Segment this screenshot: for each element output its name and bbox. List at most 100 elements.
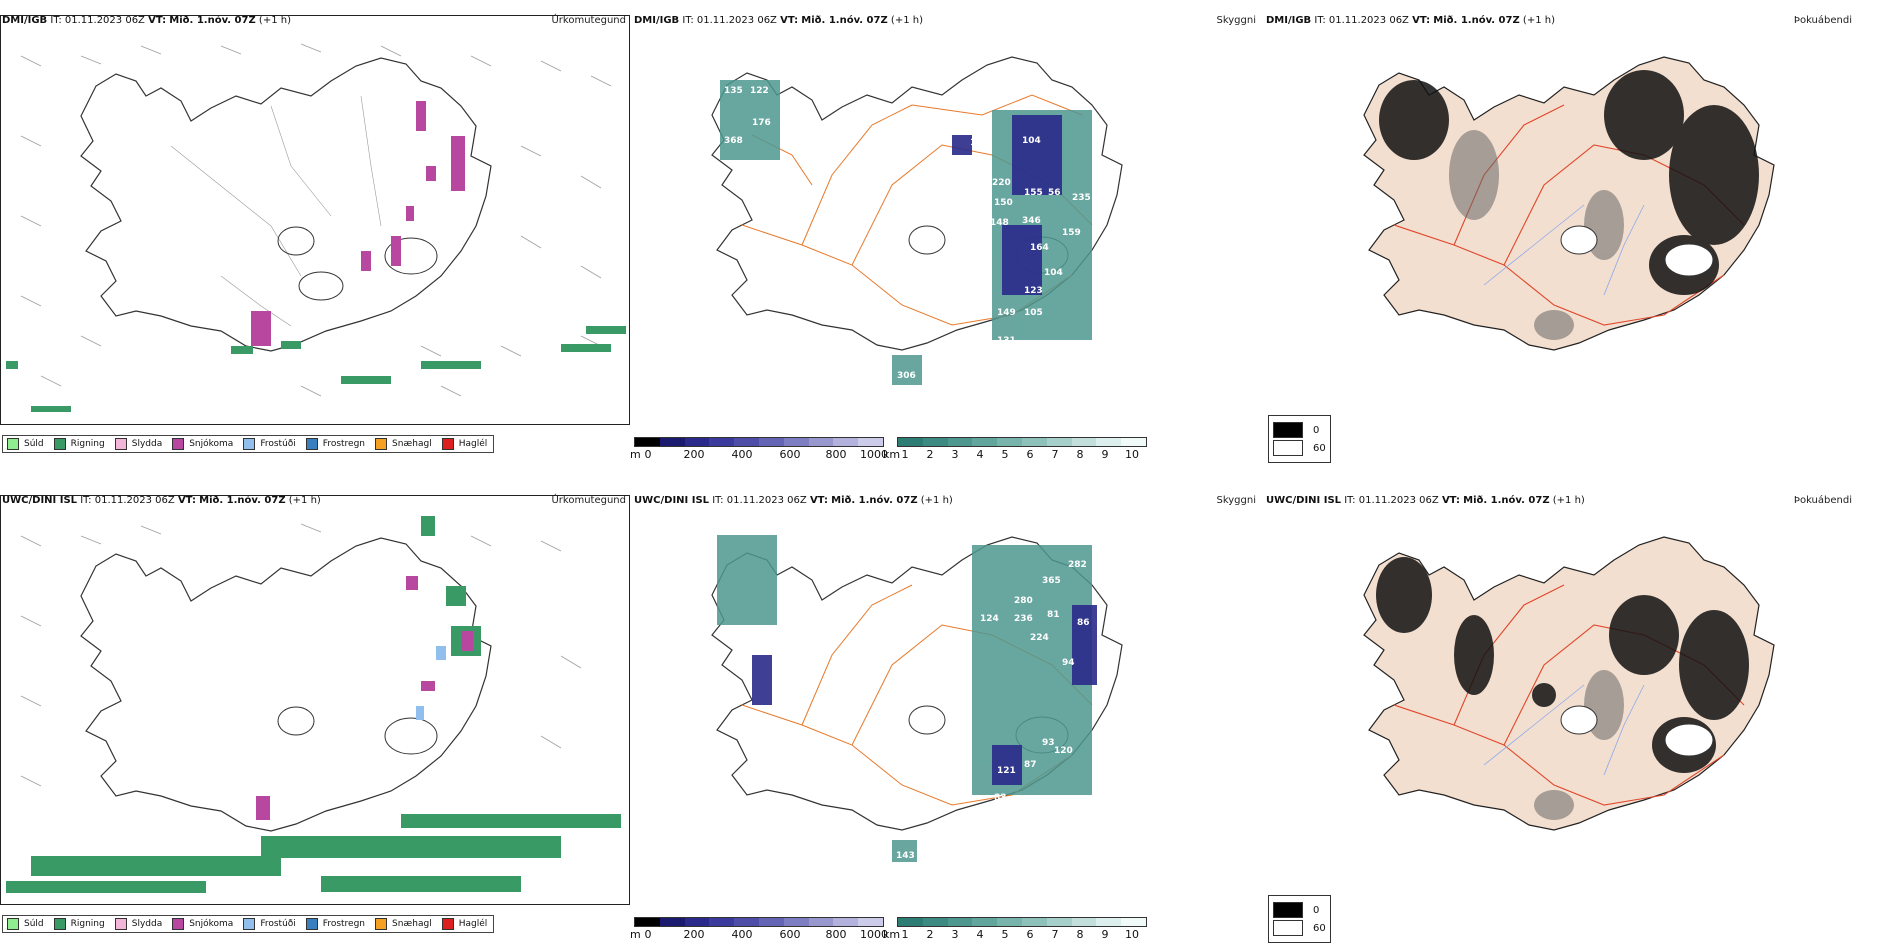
ceiling-label: 280	[1014, 596, 1033, 606]
colorbar-unit: m	[630, 928, 641, 941]
panel-header: DMI/IGB IT: 01.11.2023 06Z VT: Mið. 1.nó…	[1266, 15, 1555, 26]
fog-swatch	[1273, 422, 1303, 438]
legend-item: Frostregn	[302, 436, 371, 452]
panel-header: UWC/DINI ISL IT: 01.11.2023 06Z VT: Mið.…	[634, 495, 953, 506]
colorbar-tick: 600	[779, 448, 801, 461]
colorbar-tick: 400	[731, 928, 753, 941]
ceiling-label: 282	[1068, 560, 1087, 570]
ceiling-map[interactable]: 282 365 280 236 81 86 124 224 94 28 121 …	[632, 495, 1262, 905]
precip-title: Úrkomutegund	[551, 495, 626, 506]
legend-item: Slydda	[111, 916, 168, 932]
colorbar-tick: 8	[1076, 448, 1084, 461]
colorbar-tick: 2	[926, 448, 934, 461]
legend-item: Frostregn	[302, 916, 371, 932]
legend-item: Frostúði	[239, 916, 301, 932]
legend-swatch	[172, 438, 185, 450]
colorbar-tick: 10	[1125, 448, 1139, 461]
ceiling-label: 176	[752, 118, 771, 128]
fog-title: Þokuábendi	[1793, 15, 1852, 26]
ceiling-label: 149	[997, 308, 1016, 318]
colorbar-tick: 0	[644, 448, 652, 461]
ceiling-label: 122	[750, 86, 769, 96]
ceiling-label: 236	[1014, 614, 1033, 624]
legend-item: Snæhagl	[371, 436, 438, 452]
colorbar-km: km 1 2 3 4 5 6 7 8 9 10	[883, 917, 1147, 941]
panel-header: UWC/DINI ISL IT: 01.11.2023 06Z VT: Mið.…	[2, 495, 321, 506]
legend-swatch	[243, 438, 256, 450]
colorbar-km: km 1 2 3 4 5 6 7 8 9 10	[883, 437, 1147, 461]
fog-map[interactable]	[1264, 15, 1894, 425]
colorbar-tick: 5	[1001, 928, 1009, 941]
precip-map[interactable]	[0, 15, 630, 425]
colorbar-tick: 1	[901, 448, 909, 461]
colorbar-tick: 4	[976, 448, 984, 461]
ceiling-label: 104	[1044, 268, 1063, 278]
ceiling-title: Skyggni	[1216, 495, 1256, 506]
ceiling-label: 93	[1042, 738, 1055, 748]
ceiling-label: 164	[1030, 243, 1049, 253]
ceiling-label: 105	[1024, 308, 1043, 318]
legend-swatch	[114, 438, 127, 450]
colorbar-tick: 2	[926, 928, 934, 941]
ceiling-map[interactable]: 135 122 176 368 150 88 178 104 220 150 1…	[632, 15, 1262, 425]
panel-header: DMI/IGB IT: 01.11.2023 06Z VT: Mið. 1.nó…	[2, 15, 291, 26]
ceiling-panel-bottom: UWC/DINI ISL IT: 01.11.2023 06Z VT: Mið.…	[630, 495, 1262, 941]
ceiling-label: 94	[1062, 658, 1075, 668]
ceiling-label: 86	[1077, 618, 1090, 628]
ceiling-label: 150	[994, 198, 1013, 208]
legend-swatch	[375, 918, 388, 930]
ceiling-label: 148	[990, 218, 1009, 228]
row-1: DMI/IGB IT: 01.11.2023 06Z VT: Mið. 1.nó…	[0, 15, 630, 460]
precip-legend: Súld Rigning Slydda Snjókoma Frostúði Fr…	[2, 435, 495, 453]
colorbar-meters: m 0 200 400 600 800 1000	[630, 917, 888, 941]
fog-legend-top: 0 60	[1268, 415, 1331, 463]
legend-swatch	[441, 918, 454, 930]
ceiling-label: 87	[1024, 760, 1037, 770]
ceiling-label: 220	[992, 178, 1011, 188]
fog-map[interactable]	[1264, 495, 1894, 905]
legend-swatch	[305, 918, 318, 930]
colorbar-tick: 9	[1101, 448, 1109, 461]
legend-swatch	[53, 438, 66, 450]
colorbar-unit: m	[630, 448, 641, 461]
colorbar-tick: 6	[1026, 448, 1034, 461]
legend-swatch	[53, 918, 66, 930]
fog-swatch	[1273, 902, 1303, 918]
ceiling-label: 150	[752, 163, 771, 173]
precip-title: Úrkomutegund	[551, 15, 626, 26]
legend-item: Haglél	[438, 436, 494, 452]
legend-item: Rigning	[50, 916, 111, 932]
ceiling-label: 155	[1024, 188, 1043, 198]
colorbar-tick: 200	[683, 928, 705, 941]
ceiling-label: 120	[1054, 746, 1073, 756]
colorbar-km-bar	[897, 917, 1147, 927]
colorbar-tick: 1000	[860, 448, 888, 461]
fog-legend-bottom: 0 60	[1268, 895, 1331, 943]
ceiling-label: 88	[752, 178, 765, 188]
precip-legend: Súld Rigning Slydda Snjókoma Frostúði Fr…	[2, 915, 495, 933]
precip-panel-top: DMI/IGB IT: 01.11.2023 06Z VT: Mið. 1.nó…	[0, 15, 630, 460]
ceiling-label: 104	[1022, 136, 1041, 146]
colorbar-km-bar	[897, 437, 1147, 447]
legend-swatch	[441, 438, 454, 450]
ceiling-label: 135	[724, 86, 743, 96]
precip-map[interactable]	[0, 495, 630, 905]
colorbar-meters-bar	[634, 437, 884, 447]
legend-swatch	[7, 918, 19, 930]
colorbar-unit: km	[883, 448, 901, 461]
legend-swatch	[243, 918, 256, 930]
colorbar-tick: 1000	[860, 928, 888, 941]
ceiling-label: 83	[994, 793, 1007, 803]
legend-item: Snjókoma	[168, 436, 239, 452]
ceiling-label: 178	[970, 138, 989, 148]
ceiling-title: Skyggni	[1216, 15, 1256, 26]
colorbar-tick: 800	[825, 448, 847, 461]
colorbar-tick: 400	[731, 448, 753, 461]
colorbar-tick: 600	[779, 928, 801, 941]
colorbar-tick: 7	[1051, 448, 1059, 461]
ceiling-label: 235	[1072, 193, 1091, 203]
ceiling-label: 365	[1042, 576, 1061, 586]
ceiling-label: 131	[997, 336, 1016, 346]
legend-item: Frostúði	[239, 436, 301, 452]
legend-item: Haglél	[438, 916, 494, 932]
